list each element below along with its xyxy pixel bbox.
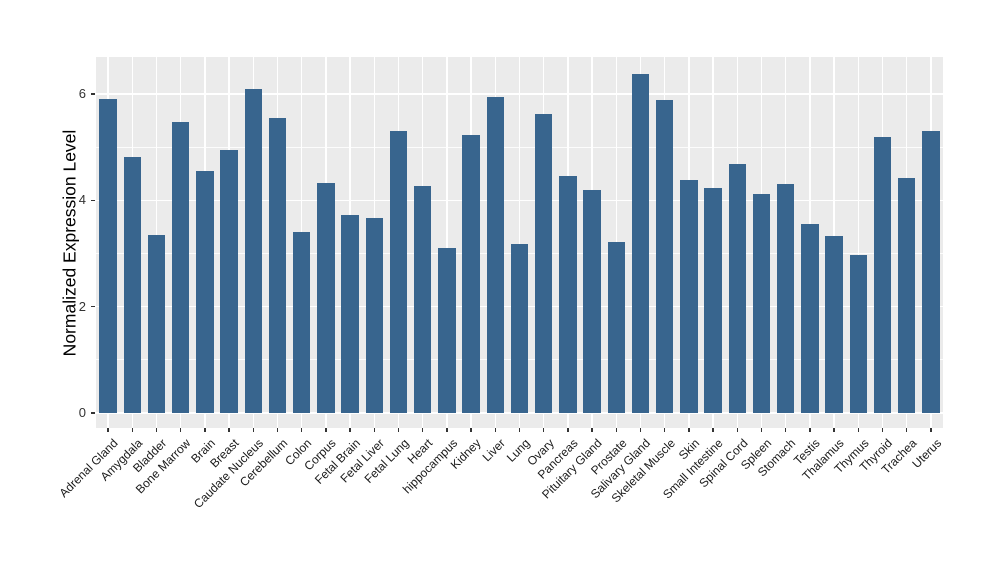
x-tick-mark: [131, 428, 133, 432]
x-tick-mark: [664, 428, 666, 432]
y-axis-title: Normalized Expression Level: [59, 129, 80, 357]
bar: [365, 218, 384, 413]
plot-panel: [96, 57, 943, 428]
gridline-vertical: [518, 57, 521, 428]
bar: [534, 113, 553, 413]
bar: [704, 187, 722, 413]
bar: [244, 89, 263, 413]
y-tick-label: 0: [78, 405, 86, 420]
bar: [728, 164, 747, 413]
bar: [99, 99, 117, 413]
x-tick-mark: [639, 428, 642, 432]
x-tick-mark: [422, 428, 424, 432]
y-tick-mark: [90, 199, 95, 201]
y-tick-mark: [90, 306, 95, 308]
gridline-horizontal-minor: [96, 146, 943, 148]
x-tick-mark: [543, 428, 545, 432]
bar: [123, 157, 142, 413]
x-tick-mark: [301, 428, 303, 432]
x-tick-mark: [591, 428, 593, 432]
x-tick-mark: [736, 428, 738, 432]
bar: [438, 247, 456, 413]
bar: [825, 236, 843, 413]
x-tick-mark: [930, 428, 932, 432]
y-tick-label: 4: [78, 192, 86, 208]
y-tick-mark: [90, 412, 95, 414]
bar: [292, 231, 311, 413]
x-tick-mark: [470, 428, 472, 432]
x-tick-mark: [857, 428, 859, 432]
bar: [583, 189, 601, 413]
x-tick-mark: [155, 428, 158, 432]
bar: [317, 183, 335, 413]
bar: [776, 183, 795, 413]
gridline-vertical: [857, 57, 859, 428]
bar: [413, 185, 432, 413]
bar: [559, 175, 577, 413]
x-tick-mark: [397, 428, 400, 432]
x-tick-mark: [688, 428, 690, 432]
y-tick-label: 2: [78, 298, 86, 314]
x-tick-mark: [446, 428, 448, 432]
x-tick-mark: [204, 428, 206, 432]
bar: [631, 73, 650, 413]
x-tick-mark: [107, 428, 109, 432]
x-tick-mark: [518, 428, 521, 432]
x-tick-mark: [325, 428, 327, 432]
x-tick-mark: [252, 428, 254, 432]
bar: [752, 193, 771, 413]
bar: [171, 122, 190, 413]
x-tick-mark: [373, 428, 375, 432]
x-tick-mark: [228, 428, 230, 432]
x-tick-mark: [180, 428, 182, 432]
x-tick-mark: [906, 428, 908, 432]
bar: [196, 170, 214, 413]
x-tick-mark: [276, 428, 279, 432]
gridline-horizontal-major: [96, 199, 943, 202]
bar: [147, 234, 166, 413]
bar: [510, 243, 529, 413]
bar: [220, 149, 238, 413]
bar: [680, 180, 698, 413]
gridline-horizontal-major: [96, 412, 943, 414]
y-tick-mark: [90, 93, 95, 95]
x-tick-mark: [349, 428, 351, 432]
bar: [268, 118, 287, 413]
x-tick-mark: [833, 428, 835, 432]
x-tick-mark: [809, 428, 811, 432]
bar: [655, 99, 674, 413]
bar: [389, 131, 408, 413]
bar: [486, 96, 505, 413]
x-tick-mark: [712, 428, 714, 432]
gridline-horizontal-major: [96, 93, 943, 95]
x-tick-mark: [785, 428, 787, 432]
bar: [873, 136, 892, 413]
bar: [897, 178, 916, 413]
x-tick-mark: [760, 428, 763, 432]
x-tick-mark: [494, 428, 496, 432]
bar: [849, 255, 868, 413]
bar: [462, 135, 480, 413]
gridline-vertical: [446, 57, 448, 428]
bar: [341, 214, 359, 413]
x-tick-mark: [567, 428, 569, 432]
x-tick-label: Liver: [479, 436, 509, 465]
x-tick-mark: [881, 428, 884, 432]
y-tick-label: 6: [78, 85, 86, 101]
bar: [922, 130, 940, 413]
x-tick-mark: [615, 428, 617, 432]
bar: [801, 224, 819, 413]
bar: [607, 242, 626, 413]
